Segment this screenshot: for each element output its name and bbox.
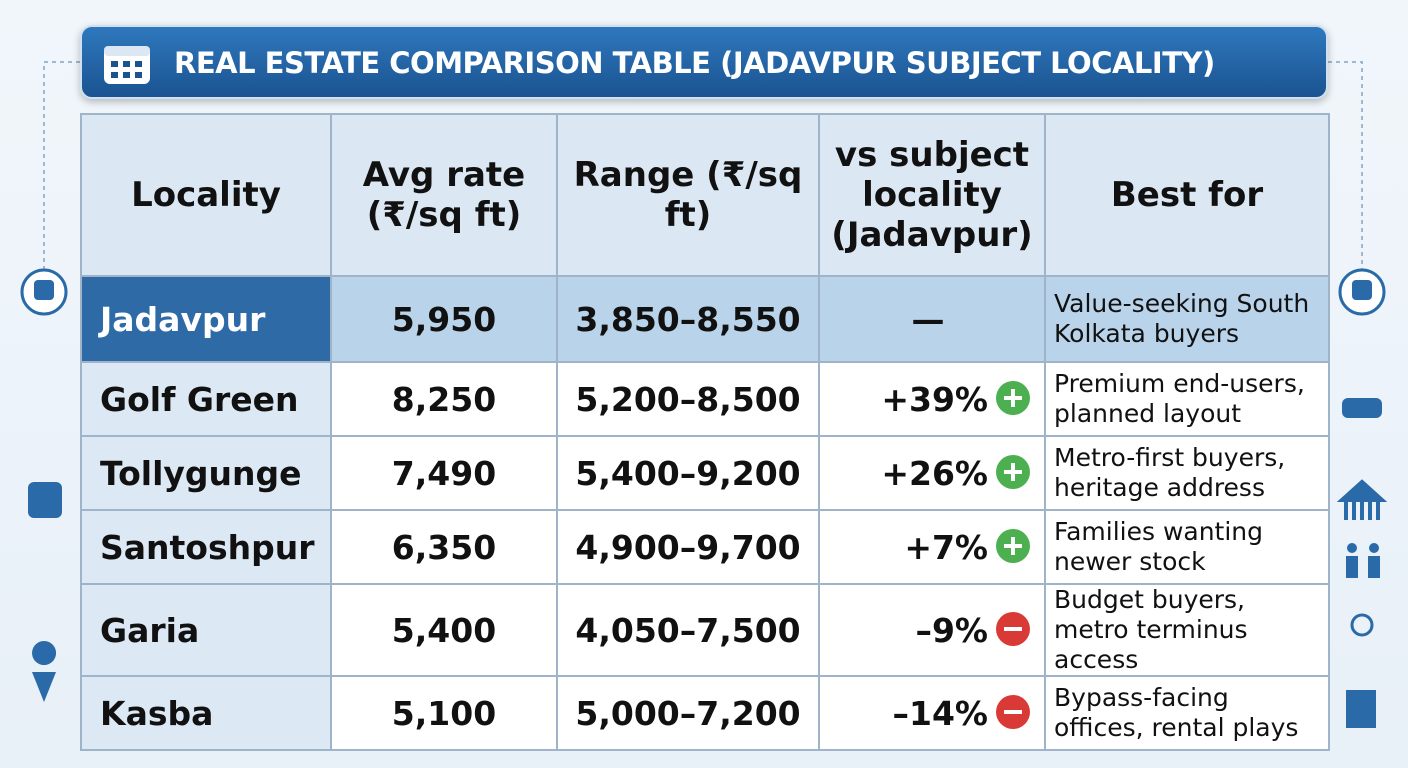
cell-text: 5,400–9,200 <box>575 453 801 493</box>
table-cell: 5,400–9,200 <box>556 435 820 511</box>
table-row: Tollygunge 7,490 5,400–9,200 +26% Metro-firs… <box>80 435 1330 511</box>
table-cell: — <box>818 275 1046 363</box>
cell-text: Bypass-facing offices, rental plays <box>1054 683 1299 742</box>
header-row: Locality Avg rate (₹/sq ft) Range (₹/sq ft… <box>80 113 1330 277</box>
cell-text: Tollygunge <box>100 453 302 493</box>
cell-text: Golf Green <box>100 379 299 419</box>
table-cell: 5,100 <box>330 675 558 751</box>
cell-text: 4,900–9,700 <box>575 527 801 567</box>
table-cell: 5,950 <box>330 275 558 363</box>
cell-text: Santoshpur <box>100 527 315 567</box>
title-banner: REAL ESTATE COMPARISON TABLE (JADAVPUR S… <box>80 25 1328 99</box>
cell-text: –9% <box>915 610 988 650</box>
cell-text: 4,050–7,500 <box>575 610 801 650</box>
table-cell: Families wanting newer stock <box>1044 509 1330 585</box>
cell-text: 5,200–8,500 <box>575 379 801 419</box>
plus-icon <box>996 455 1030 489</box>
table-row: Golf Green 8,250 5,200–8,500 +39% Premium en… <box>80 361 1330 437</box>
cell-text: –14% <box>892 693 989 733</box>
minus-icon <box>996 695 1030 729</box>
cell-text: Value-seeking South Kolkata buyers <box>1054 289 1310 348</box>
table-body: Jadavpur 5,950 3,850–8,550 — Value-seeking S… <box>80 275 1330 751</box>
plus-icon <box>996 529 1030 563</box>
table-cell: Tollygunge <box>80 435 332 511</box>
table-cell: 3,850–8,550 <box>556 275 820 363</box>
cell-text: 5,100 <box>391 693 497 733</box>
table-cell: 5,200–8,500 <box>556 361 820 437</box>
comparison-table: Locality Avg rate (₹/sq ft) Range (₹/sq ft… <box>80 113 1330 751</box>
table-cell: 7,490 <box>330 435 558 511</box>
cell-text: Premium end-users, planned layout <box>1054 369 1305 428</box>
header-cell: Best for <box>1044 113 1330 277</box>
cell-text: Budget buyers, metro terminus access <box>1054 585 1248 674</box>
table-row: Kasba 5,100 5,000–7,200 –14% Bypass-facing o… <box>80 675 1330 751</box>
table-row: Garia 5,400 4,050–7,500 –9% Budget buyers, m… <box>80 583 1330 677</box>
table-cell: Kasba <box>80 675 332 751</box>
cell-text: +39% <box>881 379 988 419</box>
minus-icon <box>996 612 1030 646</box>
calendar-icon <box>104 46 150 84</box>
title: REAL ESTATE COMPARISON TABLE (JADAVPUR S… <box>174 46 1215 80</box>
cell-text: 8,250 <box>391 379 497 419</box>
cell-text: +26% <box>881 453 988 493</box>
table-cell: –9% <box>818 583 1046 677</box>
table-cell: 5,000–7,200 <box>556 675 820 751</box>
table-cell: Budget buyers, metro terminus access <box>1044 583 1330 677</box>
cell-text: 5,400 <box>391 610 497 650</box>
cell-text: 3,850–8,550 <box>575 299 801 339</box>
header-cell: Avg rate (₹/sq ft) <box>330 113 558 277</box>
cell-text: Families wanting newer stock <box>1054 517 1264 576</box>
table-cell: Jadavpur <box>80 275 332 363</box>
table-cell: 8,250 <box>330 361 558 437</box>
header-cell: Range (₹/sq ft) <box>556 113 820 277</box>
table-cell: Premium end-users, planned layout <box>1044 361 1330 437</box>
cell-text: Garia <box>100 610 200 650</box>
table-cell: Santoshpur <box>80 509 332 585</box>
table-row: Jadavpur 5,950 3,850–8,550 — Value-seeking S… <box>80 275 1330 363</box>
table-cell: 6,350 <box>330 509 558 585</box>
table-cell: Value-seeking South Kolkata buyers <box>1044 275 1330 363</box>
table-cell: Bypass-facing offices, rental plays <box>1044 675 1330 751</box>
cell-text: +7% <box>904 527 988 567</box>
cell-text: Jadavpur <box>100 299 266 339</box>
cell-text: Kasba <box>100 693 214 733</box>
cell-text: 7,490 <box>391 453 497 493</box>
table-cell: +7% <box>818 509 1046 585</box>
cell-text: 5,950 <box>391 299 497 339</box>
header-cell: vs subject locality (Jadavpur) <box>818 113 1046 277</box>
table-cell: +39% <box>818 361 1046 437</box>
cell-text: 5,000–7,200 <box>575 693 801 733</box>
table-cell: Metro-first buyers, heritage address <box>1044 435 1330 511</box>
table-cell: Golf Green <box>80 361 332 437</box>
table-cell: –14% <box>818 675 1046 751</box>
cell-text: — <box>911 299 945 339</box>
table-cell: 5,400 <box>330 583 558 677</box>
table-cell: +26% <box>818 435 1046 511</box>
table-cell: 4,050–7,500 <box>556 583 820 677</box>
plus-icon <box>996 381 1030 415</box>
header-cell: Locality <box>80 113 332 277</box>
table-row: Santoshpur 6,350 4,900–9,700 +7% Families wa… <box>80 509 1330 585</box>
table-cell: 4,900–9,700 <box>556 509 820 585</box>
cell-text: 6,350 <box>391 527 497 567</box>
cell-text: Metro-first buyers, heritage address <box>1054 443 1286 502</box>
table-cell: Garia <box>80 583 332 677</box>
